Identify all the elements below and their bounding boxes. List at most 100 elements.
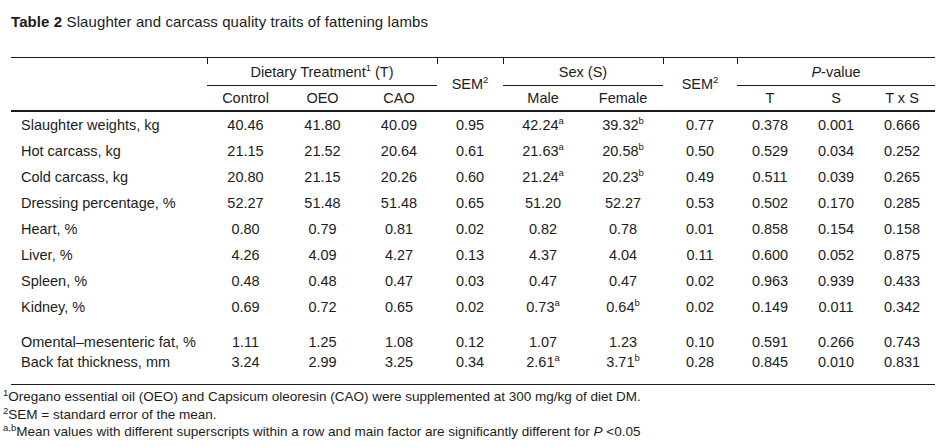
table-number: Table 2 <box>11 13 62 30</box>
table-header: Dietary Treatment1 (T) SEM2 Sex (S) SEM2… <box>11 58 935 112</box>
cell-value: 0.285 <box>869 190 935 216</box>
cell-value: 0.69 <box>207 294 284 320</box>
table-row: Heart, %0.800.790.810.020.820.780.010.85… <box>11 216 935 242</box>
significance-superscript: a <box>559 167 564 178</box>
cell-value: 0.600 <box>737 242 803 268</box>
col-header-t: T <box>737 86 803 112</box>
cell-value: 20.26 <box>361 164 437 190</box>
group-header-row: Dietary Treatment1 (T) SEM2 Sex (S) SEM2… <box>11 58 935 86</box>
cell-value: 0.154 <box>803 216 869 242</box>
cell-value: 0.64b <box>583 294 663 320</box>
cell-value: 0.011 <box>803 294 869 320</box>
cell-value: 21.63a <box>503 138 583 164</box>
cell-value: 0.13 <box>437 242 503 268</box>
significance-superscript: b <box>639 167 644 178</box>
cell-value: 0.50 <box>663 138 737 164</box>
sem-header-2: SEM2 <box>663 58 737 112</box>
cell-value: 0.511 <box>737 164 803 190</box>
cell-value: 20.58b <box>583 138 663 164</box>
cell-value: 0.529 <box>737 138 803 164</box>
cell-value: 4.27 <box>361 242 437 268</box>
footnotes: 1Oregano essential oil (OEO) and Capsicu… <box>3 388 938 441</box>
cell-value: 42.24a <box>503 111 583 138</box>
cell-value: 0.02 <box>663 294 737 320</box>
cell-value: 51.48 <box>361 190 437 216</box>
cell-value: 20.64 <box>361 138 437 164</box>
cell-value: 0.79 <box>284 216 361 242</box>
cell-value: 0.265 <box>869 164 935 190</box>
cell-value: 0.052 <box>803 242 869 268</box>
cell-value: 39.32b <box>583 111 663 138</box>
footnote: 2SEM = standard error of the mean. <box>3 406 938 424</box>
cell-value: 0.939 <box>803 268 869 294</box>
cell-value: 52.27 <box>207 190 284 216</box>
cell-value: 0.11 <box>663 242 737 268</box>
table-row: Cold carcass, kg20.8021.1520.260.6021.24… <box>11 164 935 190</box>
cell-value: 21.15 <box>207 138 284 164</box>
cell-value: 0.53 <box>663 190 737 216</box>
significance-superscript: b <box>635 352 640 363</box>
significance-superscript: a <box>555 352 560 363</box>
cell-value: 0.831 <box>869 352 935 385</box>
col-header-oeo: OEO <box>284 86 361 112</box>
cell-value: 0.034 <box>803 138 869 164</box>
cell-value: 51.48 <box>284 190 361 216</box>
row-label: Omental–mesenteric fat, % <box>11 320 207 352</box>
cell-value: 4.37 <box>503 242 583 268</box>
cell-value: 0.378 <box>737 111 803 138</box>
cell-value: 1.11 <box>207 320 284 352</box>
cell-value: 0.010 <box>803 352 869 385</box>
cell-value: 2.61a <box>503 352 583 385</box>
cell-value: 0.65 <box>437 190 503 216</box>
row-label: Back fat thickness, mm <box>11 352 207 385</box>
cell-value: 40.09 <box>361 111 437 138</box>
cell-value: 0.34 <box>437 352 503 385</box>
cell-value: 0.60 <box>437 164 503 190</box>
cell-value: 2.99 <box>284 352 361 385</box>
cell-value: 0.039 <box>803 164 869 190</box>
cell-value: 3.71b <box>583 352 663 385</box>
cell-value: 0.77 <box>663 111 737 138</box>
cell-value: 4.04 <box>583 242 663 268</box>
cell-value: 0.001 <box>803 111 869 138</box>
cell-value: 3.24 <box>207 352 284 385</box>
page: Table 2 Slaughter and carcass quality tr… <box>0 0 938 447</box>
group-header-dietary-treatment: Dietary Treatment1 (T) <box>207 58 437 86</box>
cell-value: 20.80 <box>207 164 284 190</box>
cell-value: 0.743 <box>869 320 935 352</box>
cell-value: 0.01 <box>663 216 737 242</box>
cell-value: 0.65 <box>361 294 437 320</box>
cell-value: 0.502 <box>737 190 803 216</box>
cell-value: 0.78 <box>583 216 663 242</box>
table-row: Dressing percentage, %52.2751.4851.480.6… <box>11 190 935 216</box>
cell-value: 0.82 <box>503 216 583 242</box>
cell-value: 3.25 <box>361 352 437 385</box>
table-row: Omental–mesenteric fat, %1.111.251.080.1… <box>11 320 935 352</box>
col-header-male: Male <box>503 86 583 112</box>
cell-value: 1.25 <box>284 320 361 352</box>
cell-value: 21.52 <box>284 138 361 164</box>
data-table: Dietary Treatment1 (T) SEM2 Sex (S) SEM2… <box>11 57 935 385</box>
row-label: Spleen, % <box>11 268 207 294</box>
col-header-female: Female <box>583 86 663 112</box>
cell-value: 0.49 <box>663 164 737 190</box>
cell-value: 0.61 <box>437 138 503 164</box>
cell-value: 0.80 <box>207 216 284 242</box>
row-label: Cold carcass, kg <box>11 164 207 190</box>
table-caption: Slaughter and carcass quality traits of … <box>62 13 428 30</box>
row-label: Dressing percentage, % <box>11 190 207 216</box>
cell-value: 1.23 <box>583 320 663 352</box>
cell-value: 0.266 <box>803 320 869 352</box>
cell-value: 21.15 <box>284 164 361 190</box>
sem-header-1: SEM2 <box>437 58 503 112</box>
table-row: Kidney, %0.690.720.650.020.73a0.64b0.020… <box>11 294 935 320</box>
significance-superscript: a <box>555 297 560 308</box>
cell-value: 0.02 <box>437 216 503 242</box>
cell-value: 0.875 <box>869 242 935 268</box>
cell-value: 0.170 <box>803 190 869 216</box>
cell-value: 0.591 <box>737 320 803 352</box>
table-row: Liver, %4.264.094.270.134.374.040.110.60… <box>11 242 935 268</box>
cell-value: 0.858 <box>737 216 803 242</box>
stub-header <box>11 58 207 112</box>
cell-value: 1.08 <box>361 320 437 352</box>
